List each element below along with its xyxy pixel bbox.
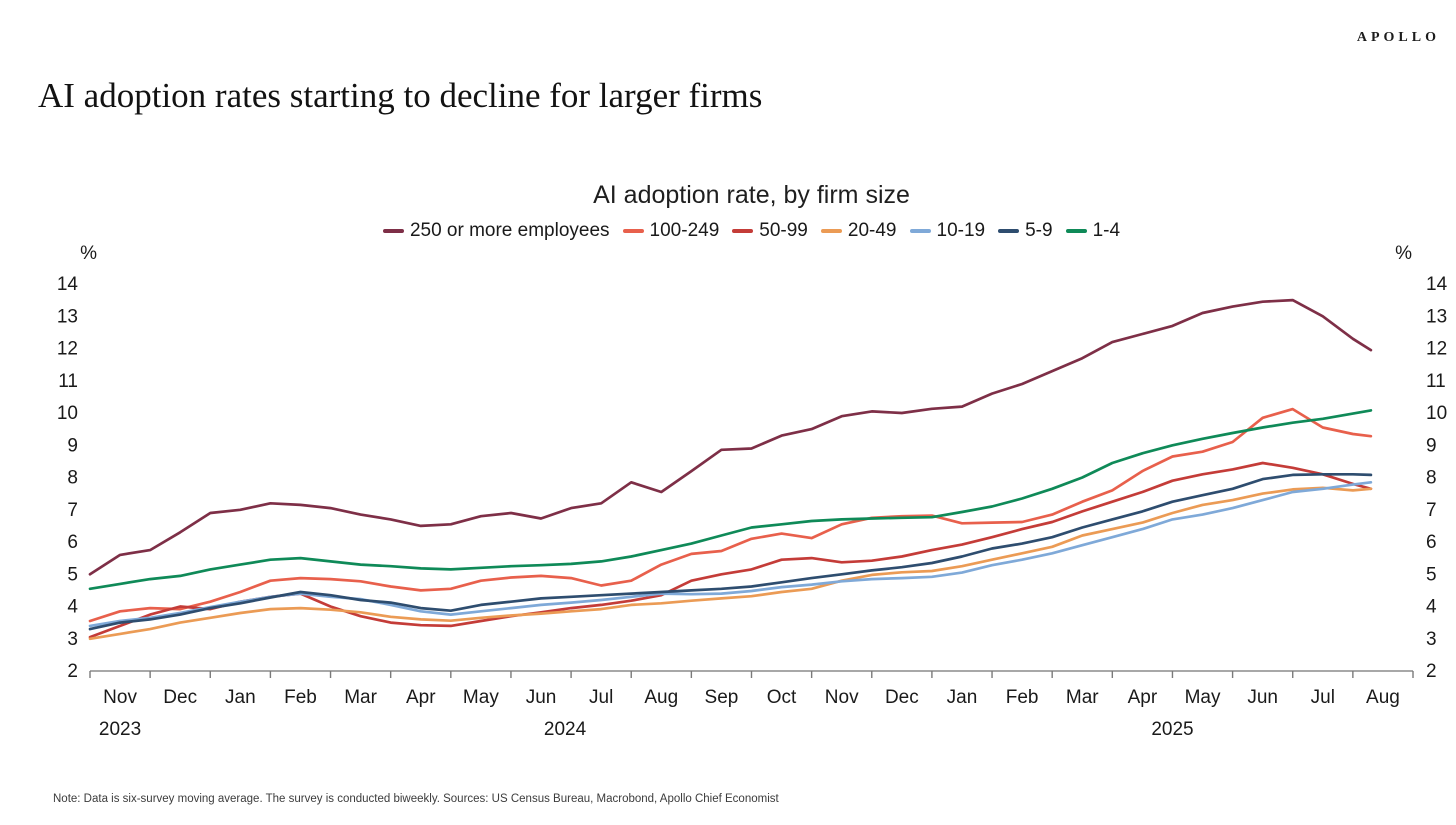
y-label-left: 10 [57, 403, 78, 424]
series-line-2 [88, 407, 1373, 623]
x-month-label: May [1185, 687, 1221, 708]
x-month-label: Jun [1247, 687, 1278, 708]
x-month-label: Mar [1066, 687, 1099, 708]
legend-swatch [622, 229, 644, 233]
page-title: AI adoption rates starting to decline fo… [38, 76, 763, 116]
y-label-right: 6 [1426, 532, 1437, 553]
x-month-label: Jul [589, 687, 613, 708]
series-line-3 [88, 461, 1373, 639]
y-label-right: 8 [1426, 468, 1437, 489]
series-line-5 [88, 480, 1373, 628]
y-label-left: 7 [67, 500, 78, 521]
legend-label: 20-49 [847, 220, 897, 241]
x-month-label: Jul [1311, 687, 1335, 708]
legend-label: 1-4 [1092, 220, 1121, 241]
y-label-right: 3 [1426, 629, 1437, 650]
x-month-label: Nov [825, 687, 859, 708]
y-label-right: 7 [1426, 500, 1437, 521]
apollo-logo: APOLLO [1356, 30, 1440, 45]
x-month-label: May [463, 687, 499, 708]
legend-label: 250 or more employees [409, 220, 610, 241]
y-label-right: 4 [1426, 597, 1437, 618]
x-year-label: 2025 [1151, 719, 1193, 740]
x-month-label: Apr [1128, 687, 1158, 708]
y-label-right: 9 [1426, 435, 1437, 456]
y-label-left: 4 [67, 597, 78, 618]
series-line-1 [88, 298, 1373, 576]
x-month-label: Oct [767, 687, 797, 708]
x-month-label: Jan [225, 687, 256, 708]
y-label-left: 2 [67, 661, 78, 682]
chart-title: AI adoption rate, by firm size [593, 181, 910, 209]
y-label-left: 8 [67, 468, 78, 489]
y-label-left: 5 [67, 564, 78, 585]
series-line-4 [88, 486, 1373, 641]
legend-swatch [732, 229, 754, 233]
legend-swatch [1065, 229, 1087, 233]
y-label-left: 6 [67, 532, 78, 553]
y-label-left: 11 [58, 371, 78, 392]
source-note: Note: Data is six-survey moving average.… [53, 793, 779, 805]
legend-item-2: 100-249 [622, 220, 720, 242]
y-label-left: 9 [67, 435, 78, 456]
x-month-label: Nov [103, 687, 137, 708]
legend-item-3: 50-99 [732, 220, 808, 242]
x-month-label: Jan [947, 687, 978, 708]
legend-label: 50-99 [759, 220, 808, 241]
x-month-label: Mar [344, 687, 377, 708]
x-month-label: Jun [526, 687, 557, 708]
x-month-label: Feb [284, 687, 317, 708]
legend-item-1: 250 or more employees [382, 220, 610, 242]
y-label-right: 5 [1426, 564, 1437, 585]
series-line-6 [88, 472, 1373, 631]
chart-legend: 250 or more employees 100-249 50-99 20-49 10… [90, 220, 1413, 242]
y-label-right: 12 [1426, 339, 1447, 360]
x-month-label: Dec [885, 687, 919, 708]
x-month-label: Feb [1006, 687, 1039, 708]
legend-swatch [820, 229, 842, 233]
x-month-label: Sep [705, 687, 739, 708]
x-month-label: Apr [406, 687, 436, 708]
legend-label: 100-249 [649, 220, 720, 241]
legend-item-4: 20-49 [820, 220, 897, 242]
legend-label: 5-9 [1025, 220, 1053, 241]
x-month-label: Aug [1366, 687, 1400, 708]
legend-item-5: 10-19 [909, 220, 986, 242]
y-label-right: 10 [1426, 403, 1447, 424]
legend-swatch [909, 229, 931, 233]
y-label-left: 14 [57, 274, 79, 295]
y-unit-right: % [1395, 243, 1412, 264]
y-label-right: 11 [1426, 371, 1446, 392]
legend-swatch [382, 229, 404, 233]
y-label-left: 13 [57, 306, 78, 327]
legend-label: 10-19 [936, 220, 986, 241]
legend-item-7: 1-4 [1065, 220, 1121, 242]
x-year-label: 2024 [544, 719, 587, 740]
legend-swatch [998, 229, 1020, 233]
x-month-label: Aug [644, 687, 678, 708]
x-year-label: 2023 [99, 719, 141, 740]
y-label-left: 12 [57, 339, 78, 360]
y-label-right: 14 [1426, 274, 1448, 295]
y-label-left: 3 [67, 629, 78, 650]
y-label-right: 2 [1426, 661, 1437, 682]
legend-item-6: 5-9 [998, 220, 1053, 242]
series-line-7 [88, 409, 1373, 591]
x-month-label: Dec [163, 687, 197, 708]
y-label-right: 13 [1426, 306, 1447, 327]
y-unit-left: % [80, 243, 97, 264]
